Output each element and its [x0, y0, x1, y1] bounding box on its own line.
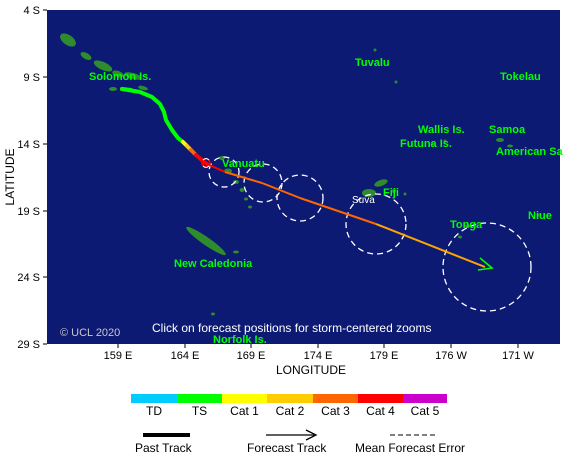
legend-swatch-cat2 — [267, 394, 313, 403]
lon-tick-label: 164 E — [171, 350, 200, 362]
legend-swatch-cat1 — [222, 394, 267, 403]
forecast-track-cat3-segment — [224, 171, 263, 184]
lat-tick-label: 9 S — [23, 72, 40, 84]
lon-tick-label: 159 E — [104, 350, 133, 362]
forecast-track-cat1-segment — [299, 197, 377, 225]
credit-text: © UCL 2020 — [60, 327, 120, 339]
lat-tick-label: 19 S — [17, 206, 40, 218]
label-vanuatu: Vanuatu — [222, 158, 265, 170]
past-track-cat4-segment — [194, 153, 209, 166]
forecast-key-arrowhead — [305, 429, 318, 441]
error-circle — [243, 163, 283, 203]
label-tokelau: Tokelau — [500, 71, 541, 83]
lat-tick-label: 4 S — [23, 5, 40, 17]
legend-label-ts: TS — [191, 404, 208, 418]
axis-ticks — [43, 9, 519, 348]
label-american-samoa: American Sa — [496, 146, 564, 158]
label-new-caledonia: New Caledonia — [174, 258, 253, 270]
label-norfolk: Norfolk Is. — [213, 334, 267, 346]
lat-tick-label: 29 S — [17, 339, 40, 351]
line-key-graphics — [143, 429, 437, 441]
label-fiji: Fiji — [383, 187, 399, 199]
error-circle — [345, 193, 407, 255]
error-circle — [208, 156, 240, 188]
label-suva: Suva — [352, 195, 375, 206]
label-futuna: Futuna Is. — [400, 138, 452, 150]
past-track-ts-segment — [120, 87, 185, 144]
legend-label-cat1: Cat 1 — [230, 404, 259, 418]
legend-label-cat3: Cat 3 — [321, 404, 350, 418]
x-axis-title: LONGITUDE — [276, 363, 346, 377]
label-wallis: Wallis Is. — [418, 124, 465, 136]
forecast-track[interactable] — [206, 163, 494, 271]
legend-swatch-cat4 — [358, 394, 403, 403]
forecast-arrowhead — [477, 257, 494, 271]
label-niue: Niue — [528, 210, 552, 222]
y-axis-title: LATITUDE — [3, 148, 17, 205]
forecast-error-circles — [208, 156, 532, 312]
lat-tick-label: 24 S — [17, 272, 40, 284]
ocean-panel — [47, 10, 560, 344]
key-forecast-track: Forecast Track — [247, 441, 327, 455]
legend-label-cat4: Cat 4 — [366, 404, 395, 418]
legend-swatch-cat3 — [313, 394, 358, 403]
key-mean-error: Mean Forecast Error — [355, 441, 466, 455]
legend-swatch-td — [131, 394, 177, 403]
lon-tick-label: 176 W — [435, 350, 467, 362]
label-tuvalu: Tuvalu — [355, 57, 390, 69]
lon-tick-label: 169 E — [237, 350, 266, 362]
key-past-track: Past Track — [135, 441, 192, 455]
label-tonga: Tonga — [450, 219, 483, 231]
lon-tick-label: 171 W — [502, 350, 534, 362]
lon-tick-label: 179 E — [370, 350, 399, 362]
legend-label-cat5: Cat 5 — [410, 404, 440, 418]
legend-swatch-cat5 — [403, 394, 447, 403]
lat-tick-label: 14 S — [17, 139, 40, 151]
forecast-track-weak-segment — [375, 223, 486, 268]
forecast-track-cat2-segment — [261, 182, 301, 199]
legend-label-cat2: Cat 2 — [275, 404, 305, 418]
land-masses — [60, 33, 540, 316]
error-circle — [442, 222, 532, 312]
zoom-instruction: Click on forecast positions for storm-ce… — [152, 321, 431, 335]
error-circle — [276, 174, 324, 222]
legend-swatch-ts — [177, 394, 222, 403]
legend-label-td: TD — [146, 404, 162, 418]
label-samoa: Samoa — [489, 124, 526, 136]
past-track — [120, 87, 209, 166]
cyclone-icon — [202, 158, 210, 168]
lon-tick-label: 174 E — [304, 350, 333, 362]
label-solomon: Solomon Is. — [89, 71, 151, 83]
